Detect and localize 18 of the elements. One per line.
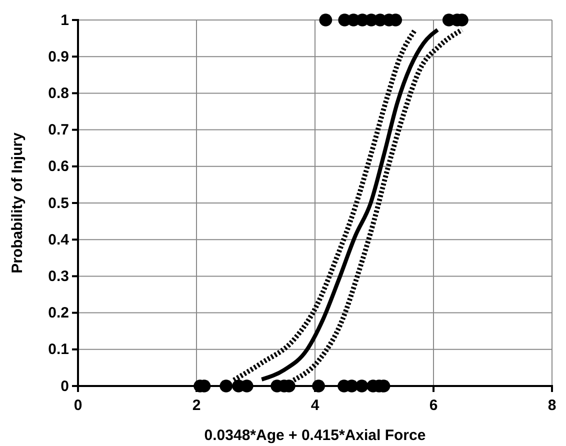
y-tick-label: 0.1: [48, 341, 69, 358]
y-tick-label: 0.4: [48, 231, 70, 248]
x-axis-title: 0.0348*Age + 0.415*Axial Force: [204, 427, 426, 444]
x-tick-label: 0: [74, 397, 82, 414]
y-tick-label: 0.5: [48, 194, 69, 212]
y-tick-label: 0.6: [48, 158, 69, 176]
y-tick-label: 0: [60, 378, 69, 395]
y-tick-label: 0.9: [48, 48, 69, 66]
y-tick-label: 0.8: [48, 85, 69, 102]
y-axis-title: Probability of Injury: [9, 132, 26, 274]
y-tick-label: 1: [60, 12, 69, 29]
x-tick-label: 2: [192, 397, 201, 414]
y-tick-label: 0.2: [48, 304, 69, 322]
x-tick-label: 6: [429, 397, 438, 414]
y-tick-label: 0.7: [48, 122, 69, 139]
x-tick-label: 8: [548, 397, 556, 414]
y-tick-label: 0.3: [48, 268, 69, 285]
x-tick-label: 4: [310, 397, 320, 414]
